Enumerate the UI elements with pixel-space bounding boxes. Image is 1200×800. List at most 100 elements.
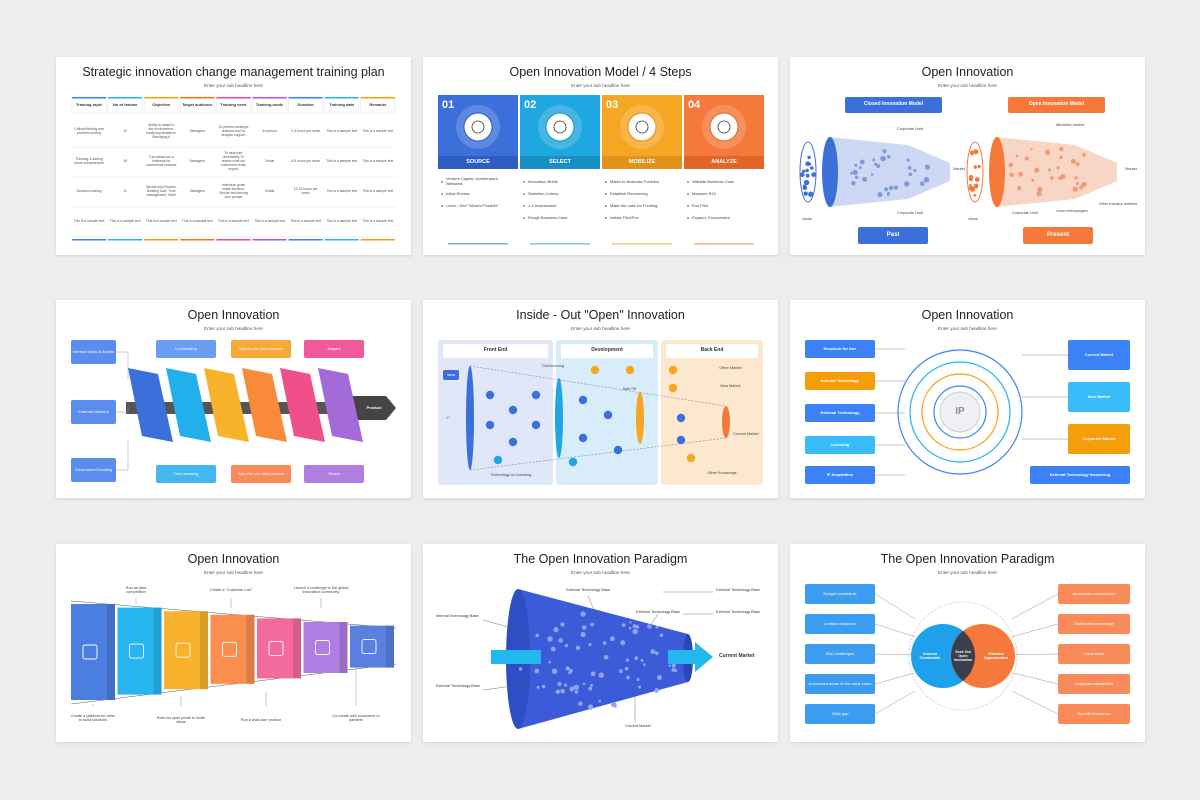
label: Current Market	[1068, 340, 1130, 370]
label-box: This is a sample text	[326, 219, 357, 223]
dot	[581, 625, 587, 630]
label: This is a sample text	[181, 219, 213, 224]
label: Selection Criteria	[528, 190, 559, 196]
bullet	[687, 181, 689, 183]
label-box: Front End	[443, 344, 548, 358]
dot	[650, 649, 656, 655]
slide-title: Open Innovation	[188, 552, 280, 566]
label-box: Out-licensing	[542, 364, 564, 368]
dot	[849, 171, 853, 175]
label: Research for hire	[805, 340, 875, 358]
label: SOURCE	[466, 159, 490, 166]
dot	[1037, 186, 1043, 193]
dot	[589, 683, 593, 687]
connector	[116, 440, 129, 471]
dot	[908, 172, 913, 177]
step-shade	[107, 604, 115, 700]
dot	[534, 668, 540, 674]
dot	[882, 149, 887, 154]
label-box: Back End	[666, 344, 758, 358]
label: External Opportunities	[984, 651, 1008, 660]
funnel	[995, 137, 1117, 207]
label: Government Funding	[71, 458, 116, 482]
label-box: R&D challenges	[805, 644, 875, 664]
label-box: Virtual	[265, 159, 275, 163]
label-box: Other industry markets	[1099, 202, 1137, 206]
connector	[1011, 593, 1059, 620]
slide: Open Innovation Enter your sub headline h…	[790, 300, 1145, 498]
label: Run a lead user product	[240, 717, 282, 722]
label-box: External Opportunities	[984, 651, 1008, 660]
dot	[859, 159, 865, 165]
dot	[555, 689, 560, 694]
header-accent	[180, 97, 215, 99]
label-box: Market	[1125, 167, 1137, 171]
step-name-strip	[684, 156, 764, 169]
label: Acquire	[304, 340, 364, 358]
label-box: SELECT	[549, 159, 571, 165]
label-box: 18	[123, 159, 127, 163]
label-box: Market	[953, 167, 965, 171]
dot	[811, 172, 817, 177]
slide: The Open Innovation Paradigm Enter your s…	[423, 544, 778, 742]
label-box: IP	[572, 469, 575, 473]
label-box: Create a "Customer Lab"	[209, 587, 253, 592]
column-foot	[216, 239, 251, 241]
dot	[974, 166, 977, 169]
dot	[968, 176, 974, 182]
label-box: IP Acquisition	[805, 466, 875, 484]
label-box: External Network	[71, 400, 116, 424]
dot	[632, 624, 637, 629]
label: IP Acquisition	[805, 466, 875, 484]
step-icon-mark	[717, 120, 731, 134]
label-box: Divest	[304, 465, 364, 483]
column-foot	[108, 239, 143, 241]
connector	[874, 690, 916, 715]
dot	[564, 643, 569, 648]
dot	[877, 192, 883, 198]
dot	[924, 164, 931, 170]
label-box: Ideas	[968, 217, 977, 221]
connector	[1011, 690, 1059, 715]
step-icon	[709, 112, 739, 142]
idea-dot	[531, 390, 541, 400]
step-name-strip	[602, 156, 682, 169]
label-box: Corporate Limit	[897, 211, 923, 215]
product-arrow	[348, 396, 396, 420]
label: Corporate Limit	[897, 126, 923, 131]
slide-title: Open Innovation	[922, 65, 1014, 79]
dot	[913, 168, 917, 173]
dot	[1036, 191, 1042, 197]
dot	[574, 690, 579, 694]
column-foot	[288, 239, 323, 241]
label-box: Untapped capabilities	[1058, 674, 1130, 694]
bullet	[687, 205, 689, 207]
label: 5-8 hours per week	[291, 159, 321, 164]
connector	[874, 672, 916, 685]
label: This is a sample text	[362, 189, 394, 194]
label: Ability to adapt to the environment, Ana…	[145, 123, 177, 139]
slide-subtitle: Enter your sub headline here	[938, 570, 997, 575]
slide-title: The Open Innovation Paradigm	[514, 552, 688, 566]
label: 1-1 Assessment	[528, 202, 557, 208]
dot	[654, 688, 659, 693]
label: Expand, if successful	[692, 214, 730, 220]
label-box: Turn ideas into a business for commercia…	[146, 155, 177, 167]
label-box: Distributed knowledge	[1058, 614, 1130, 634]
stage-gate	[722, 406, 730, 438]
label: Attractive market	[1055, 122, 1085, 127]
label-box: Current Market	[1068, 340, 1130, 370]
dot	[906, 158, 910, 162]
label-box: Spin Off	[623, 387, 637, 391]
label-box: Open Innovation Model	[1008, 97, 1105, 113]
label-box: End Pilot	[692, 203, 708, 208]
step-box	[303, 622, 348, 673]
outer-ring	[908, 601, 1018, 711]
dot	[974, 177, 980, 182]
bullet	[605, 205, 607, 207]
label: Ideas	[802, 216, 812, 221]
label: External Technology Base	[716, 609, 760, 614]
label: Create a "Customer Lab"	[209, 587, 253, 592]
step-foot	[448, 243, 508, 245]
ribbon	[204, 368, 249, 442]
